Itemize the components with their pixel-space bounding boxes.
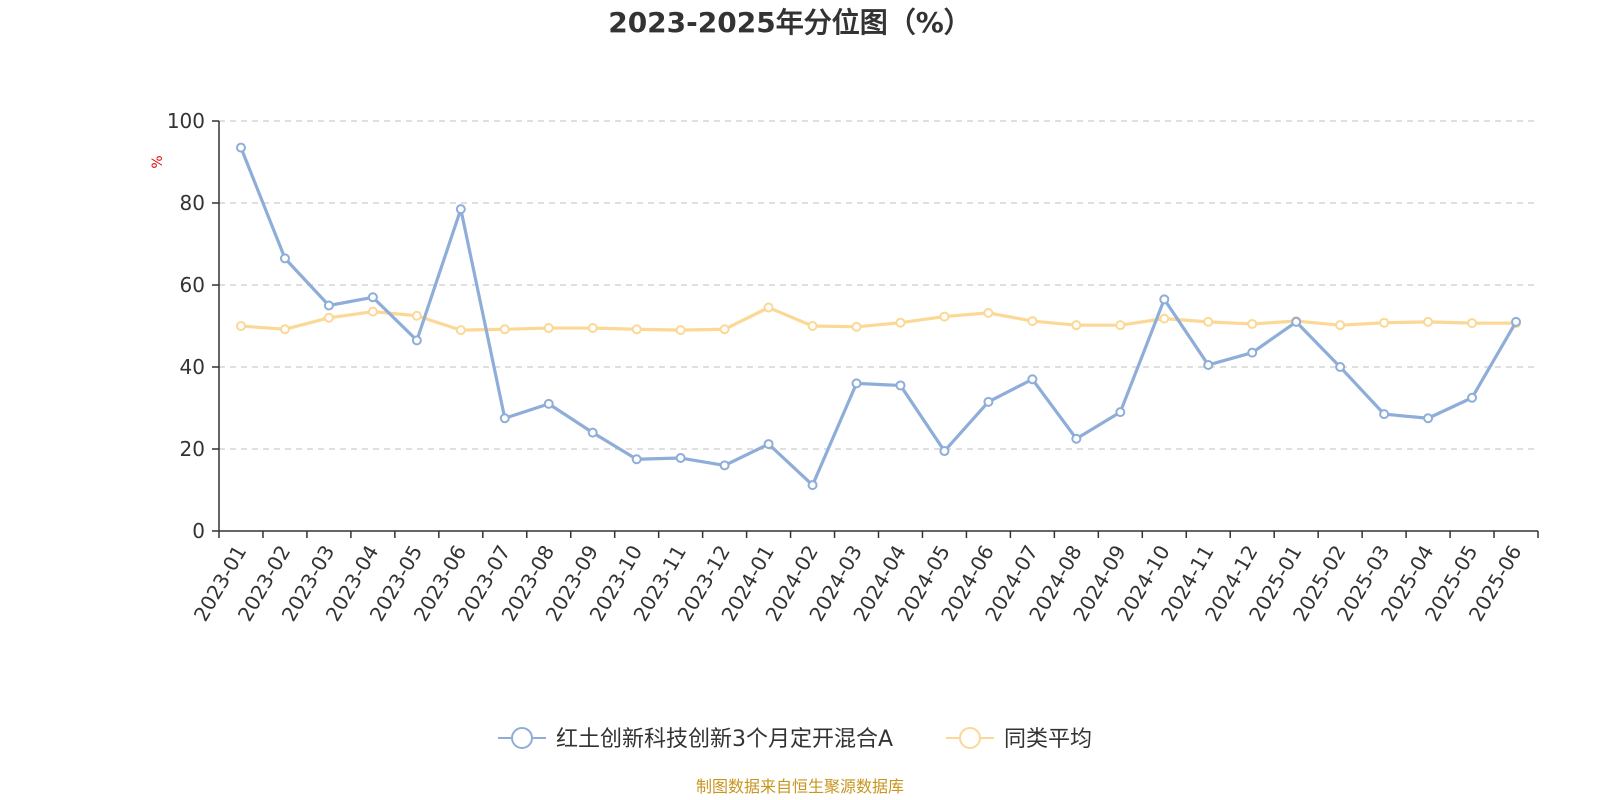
series-2-point-6[interactable]: [499, 324, 510, 335]
series-1-point-28[interactable]: [1467, 392, 1478, 403]
series-1-point-27[interactable]: [1423, 413, 1434, 424]
series-2-point-3[interactable]: [367, 306, 378, 317]
legend-marker-series-2: [959, 727, 981, 749]
series-1-point-7[interactable]: [543, 398, 554, 409]
chart-title: 2023-2025年分位图（%）: [608, 6, 972, 39]
legend-item-series-2[interactable]: 同类平均: [946, 727, 1092, 752]
series-2-point-2[interactable]: [323, 312, 334, 323]
y-tick-label-3: 60: [180, 273, 205, 297]
y-tick-label-5: 100: [167, 109, 205, 133]
y-axis-unit: %: [150, 155, 166, 168]
grid-lines: [219, 120, 1538, 450]
series-1-point-9[interactable]: [631, 454, 642, 465]
series-1-point-14[interactable]: [851, 378, 862, 389]
series-group: [235, 142, 1522, 491]
series-2-point-22[interactable]: [1203, 316, 1214, 327]
series-2-point-21[interactable]: [1159, 313, 1170, 324]
series-2-point-15[interactable]: [895, 317, 906, 328]
series-1-point-13[interactable]: [807, 480, 818, 491]
series-2-point-9[interactable]: [631, 324, 642, 335]
legend-label-series-1: 红土创新科技创新3个月定开混合A: [556, 727, 893, 752]
series-2-point-7[interactable]: [543, 323, 554, 334]
series-2-point-25[interactable]: [1335, 320, 1346, 331]
y-tick-label-1: 20: [180, 437, 205, 461]
series-1-point-18[interactable]: [1027, 374, 1038, 385]
y-tick-label-4: 80: [180, 191, 205, 215]
series-1-point-21[interactable]: [1159, 294, 1170, 305]
series-2-point-19[interactable]: [1071, 320, 1082, 331]
series-2-point-16[interactable]: [939, 311, 950, 322]
series-1-point-8[interactable]: [587, 427, 598, 438]
legend-label-series-2: 同类平均: [1004, 727, 1092, 752]
series-1-point-24[interactable]: [1291, 316, 1302, 327]
series-1-point-25[interactable]: [1335, 362, 1346, 372]
series-1-point-16[interactable]: [939, 446, 950, 457]
series-1-point-1[interactable]: [279, 253, 290, 264]
y-tick-labels: 0 20 40 60 80 100: [167, 109, 205, 543]
series-1-point-0[interactable]: [235, 142, 246, 153]
series-2-point-26[interactable]: [1379, 317, 1390, 328]
series-1-point-29[interactable]: [1511, 316, 1522, 327]
y-tick-label-0: 0: [192, 519, 205, 543]
x-tick-labels: 2023-012023-022023-032023-042023-052023-…: [189, 541, 1527, 625]
series-1-point-22[interactable]: [1203, 359, 1214, 370]
series-2-point-8[interactable]: [587, 323, 598, 334]
y-tick-label-2: 40: [180, 355, 205, 379]
series-1-point-6[interactable]: [499, 413, 510, 424]
series-2-point-28[interactable]: [1467, 318, 1478, 329]
legend: 红土创新科技创新3个月定开混合A 同类平均: [498, 727, 1092, 752]
data-source-note: 制图数据来自恒生聚源数据库: [696, 777, 904, 796]
series-2-point-27[interactable]: [1423, 316, 1434, 327]
series-2-point-17[interactable]: [983, 307, 994, 318]
series-1-point-2[interactable]: [323, 300, 334, 311]
series-1-point-12[interactable]: [763, 439, 774, 450]
series-2-line: [239, 305, 1518, 332]
legend-item-series-1[interactable]: 红土创新科技创新3个月定开混合A: [498, 727, 893, 752]
series-2-point-13[interactable]: [807, 321, 818, 331]
series-2-point-10[interactable]: [675, 325, 686, 336]
series-2-point-1[interactable]: [279, 324, 290, 335]
series-1-point-19[interactable]: [1071, 433, 1082, 444]
series-1-point-23[interactable]: [1247, 347, 1258, 358]
series-1-point-26[interactable]: [1379, 409, 1390, 420]
series-2-point-12[interactable]: [763, 302, 774, 313]
series-2-point-18[interactable]: [1027, 316, 1038, 327]
series-1-point-3[interactable]: [367, 292, 378, 303]
series-1-point-15[interactable]: [895, 380, 906, 391]
series-2-point-20[interactable]: [1115, 320, 1126, 331]
series-1-line: [239, 146, 1518, 487]
series-2-point-11[interactable]: [719, 324, 730, 335]
series-2-point-0[interactable]: [235, 321, 246, 331]
series-1-point-10[interactable]: [675, 453, 686, 464]
axes: [212, 120, 1539, 538]
series-2-point-4[interactable]: [411, 310, 422, 321]
legend-marker-series-1: [511, 727, 533, 749]
series-2-point-5[interactable]: [455, 325, 466, 336]
series-1-point-5[interactable]: [455, 204, 466, 215]
series-1-point-17[interactable]: [983, 396, 994, 407]
series-2: [235, 302, 1522, 336]
series-1-point-4[interactable]: [411, 335, 422, 346]
series-2-point-14[interactable]: [851, 321, 862, 332]
series-1: [235, 142, 1522, 491]
series-2-point-23[interactable]: [1247, 318, 1258, 329]
series-1-point-20[interactable]: [1115, 407, 1126, 418]
series-1-point-11[interactable]: [719, 460, 730, 471]
